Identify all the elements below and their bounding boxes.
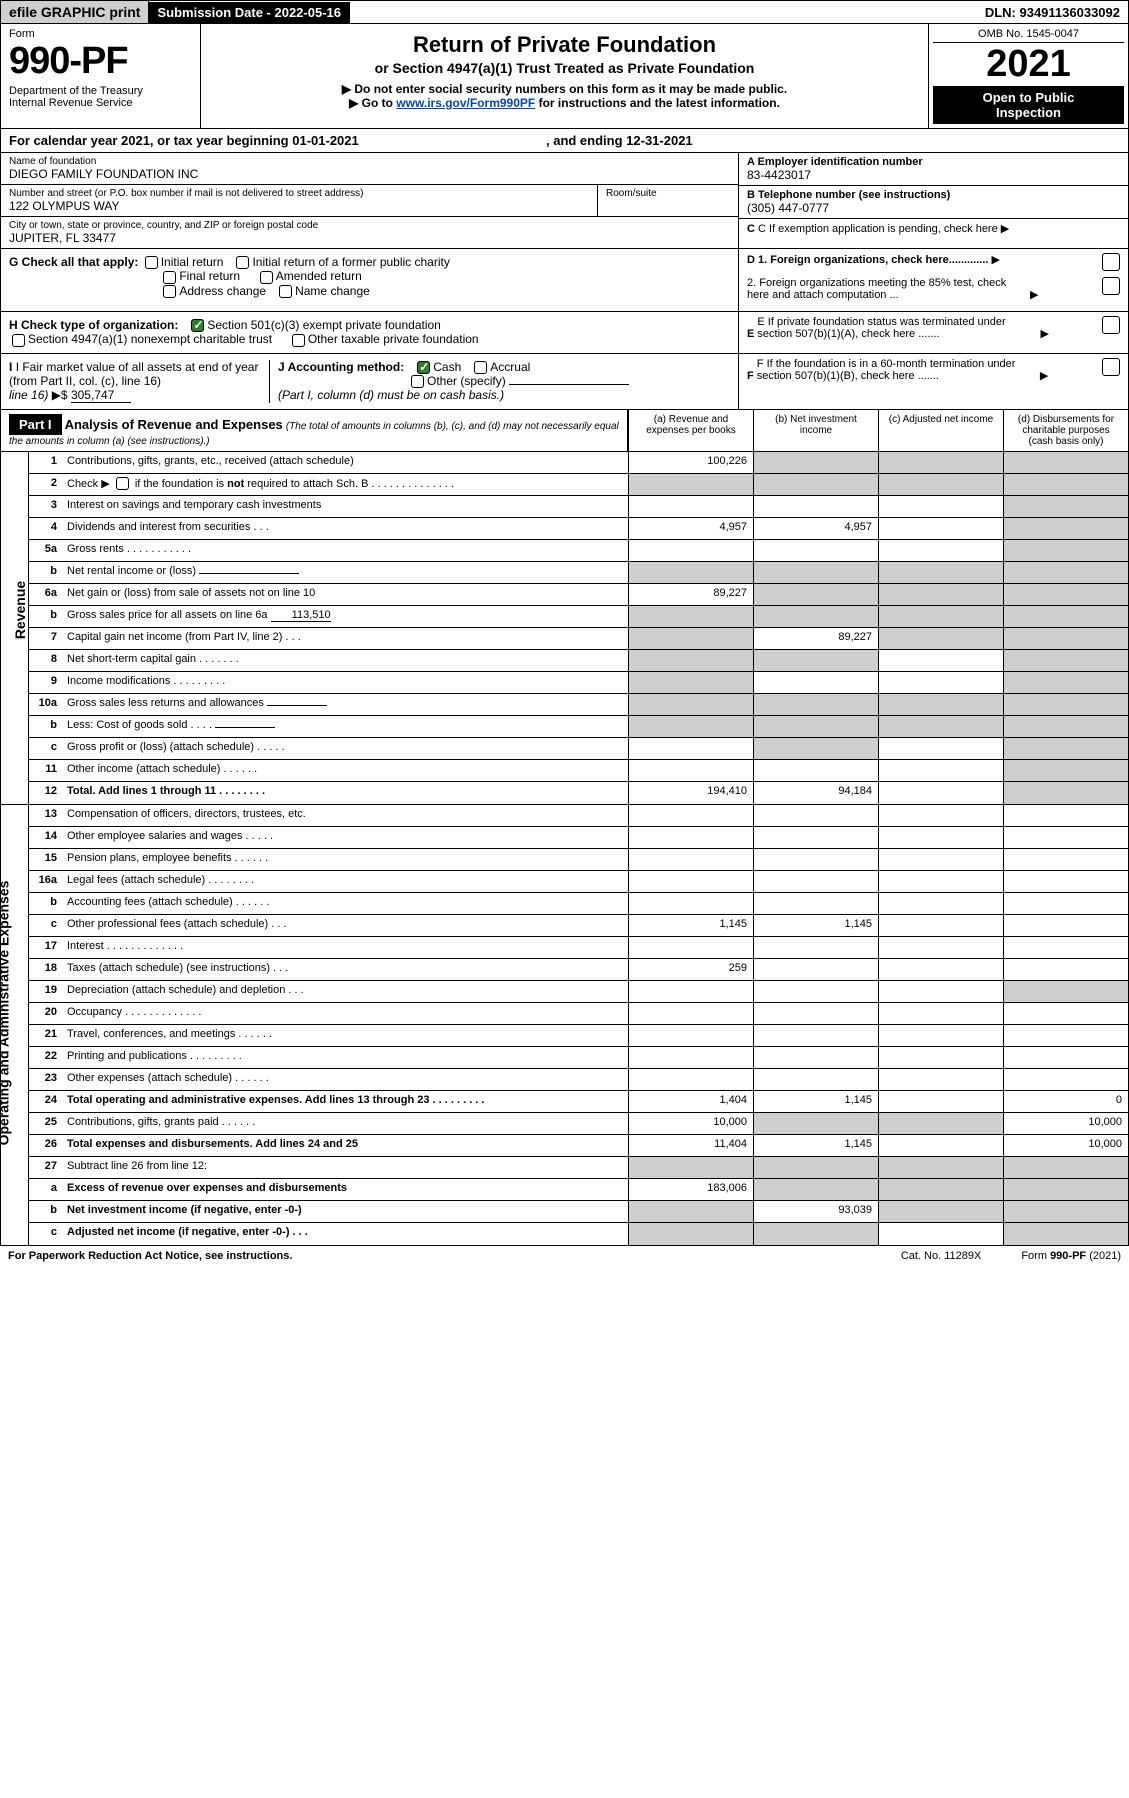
final-return-checkbox[interactable]	[163, 271, 176, 284]
expenses-label: Operating and Administrative Expenses	[0, 880, 11, 1145]
ein: 83-4423017	[747, 168, 1120, 182]
top-bar: efile GRAPHIC print Submission Date - 20…	[0, 0, 1129, 24]
form-number: 990-PF	[9, 40, 192, 83]
open-public: Open to Public Inspection	[933, 86, 1124, 124]
part1-header: Part I Analysis of Revenue and Expenses …	[0, 410, 1129, 452]
submission-date: Submission Date - 2022-05-16	[149, 2, 350, 23]
efile-button[interactable]: efile GRAPHIC print	[1, 1, 149, 23]
address-label: Number and street (or P.O. box number if…	[9, 188, 589, 199]
accrual-checkbox[interactable]	[474, 361, 487, 374]
tax-year: 2021	[933, 43, 1124, 86]
col-d-header: (d) Disbursements for charitable purpose…	[1003, 410, 1128, 451]
name-change-checkbox[interactable]	[279, 285, 292, 298]
ein-label: A Employer identification number	[747, 156, 1120, 168]
check-section-ij: I I Fair market value of all assets at e…	[0, 354, 1129, 410]
foundation-name: DIEGO FAMILY FOUNDATION INC	[9, 167, 730, 181]
calendar-year-row: For calendar year 2021, or tax year begi…	[0, 129, 1129, 153]
form-label: Form	[9, 28, 192, 40]
initial-former-checkbox[interactable]	[236, 256, 249, 269]
4947-checkbox[interactable]	[12, 334, 25, 347]
other-taxable-checkbox[interactable]	[292, 334, 305, 347]
department: Department of the Treasury Internal Reve…	[9, 85, 192, 109]
col-a-header: (a) Revenue and expenses per books	[628, 410, 753, 451]
col-b-header: (b) Net investment income	[753, 410, 878, 451]
other-method-checkbox[interactable]	[411, 375, 424, 388]
expenses-section: Operating and Administrative Expenses 13…	[0, 805, 1129, 1246]
address-change-checkbox[interactable]	[163, 285, 176, 298]
check-section-h: H Check type of organization: Section 50…	[0, 312, 1129, 354]
c-label: C If exemption application is pending, c…	[758, 223, 998, 235]
schb-checkbox[interactable]	[116, 477, 129, 490]
entity-info: Name of foundation DIEGO FAMILY FOUNDATI…	[0, 153, 1129, 249]
page-footer: For Paperwork Reduction Act Notice, see …	[0, 1246, 1129, 1266]
form-title: Return of Private Foundation	[209, 32, 920, 58]
revenue-label: Revenue	[12, 580, 28, 638]
omb-number: OMB No. 1545-0047	[933, 28, 1124, 43]
part-label: Part I	[9, 414, 62, 435]
name-label: Name of foundation	[9, 156, 730, 167]
501c3-checkbox[interactable]	[191, 319, 204, 332]
city-label: City or town, state or province, country…	[9, 220, 730, 231]
irs-link[interactable]: www.irs.gov/Form990PF	[396, 96, 535, 110]
room-label: Room/suite	[606, 188, 730, 199]
city: JUPITER, FL 33477	[9, 231, 730, 245]
col-c-header: (c) Adjusted net income	[878, 410, 1003, 451]
form-link-line: ▶ Go to www.irs.gov/Form990PF for instru…	[209, 96, 920, 110]
form-header: Form 990-PF Department of the Treasury I…	[0, 24, 1129, 129]
amended-return-checkbox[interactable]	[260, 271, 273, 284]
cash-checkbox[interactable]	[417, 361, 430, 374]
check-section-g: G Check all that apply: Initial return I…	[0, 249, 1129, 312]
initial-return-checkbox[interactable]	[145, 256, 158, 269]
address: 122 OLYMPUS WAY	[9, 199, 589, 213]
form-subtitle: or Section 4947(a)(1) Trust Treated as P…	[209, 60, 920, 76]
fmv-value: 305,747	[71, 388, 131, 403]
form-warning: ▶ Do not enter social security numbers o…	[209, 82, 920, 96]
revenue-section: Revenue 1Contributions, gifts, grants, e…	[0, 452, 1129, 805]
phone: (305) 447-0777	[747, 201, 1120, 215]
phone-label: B Telephone number (see instructions)	[747, 189, 1120, 201]
dln: DLN: 93491136033092	[977, 2, 1128, 23]
